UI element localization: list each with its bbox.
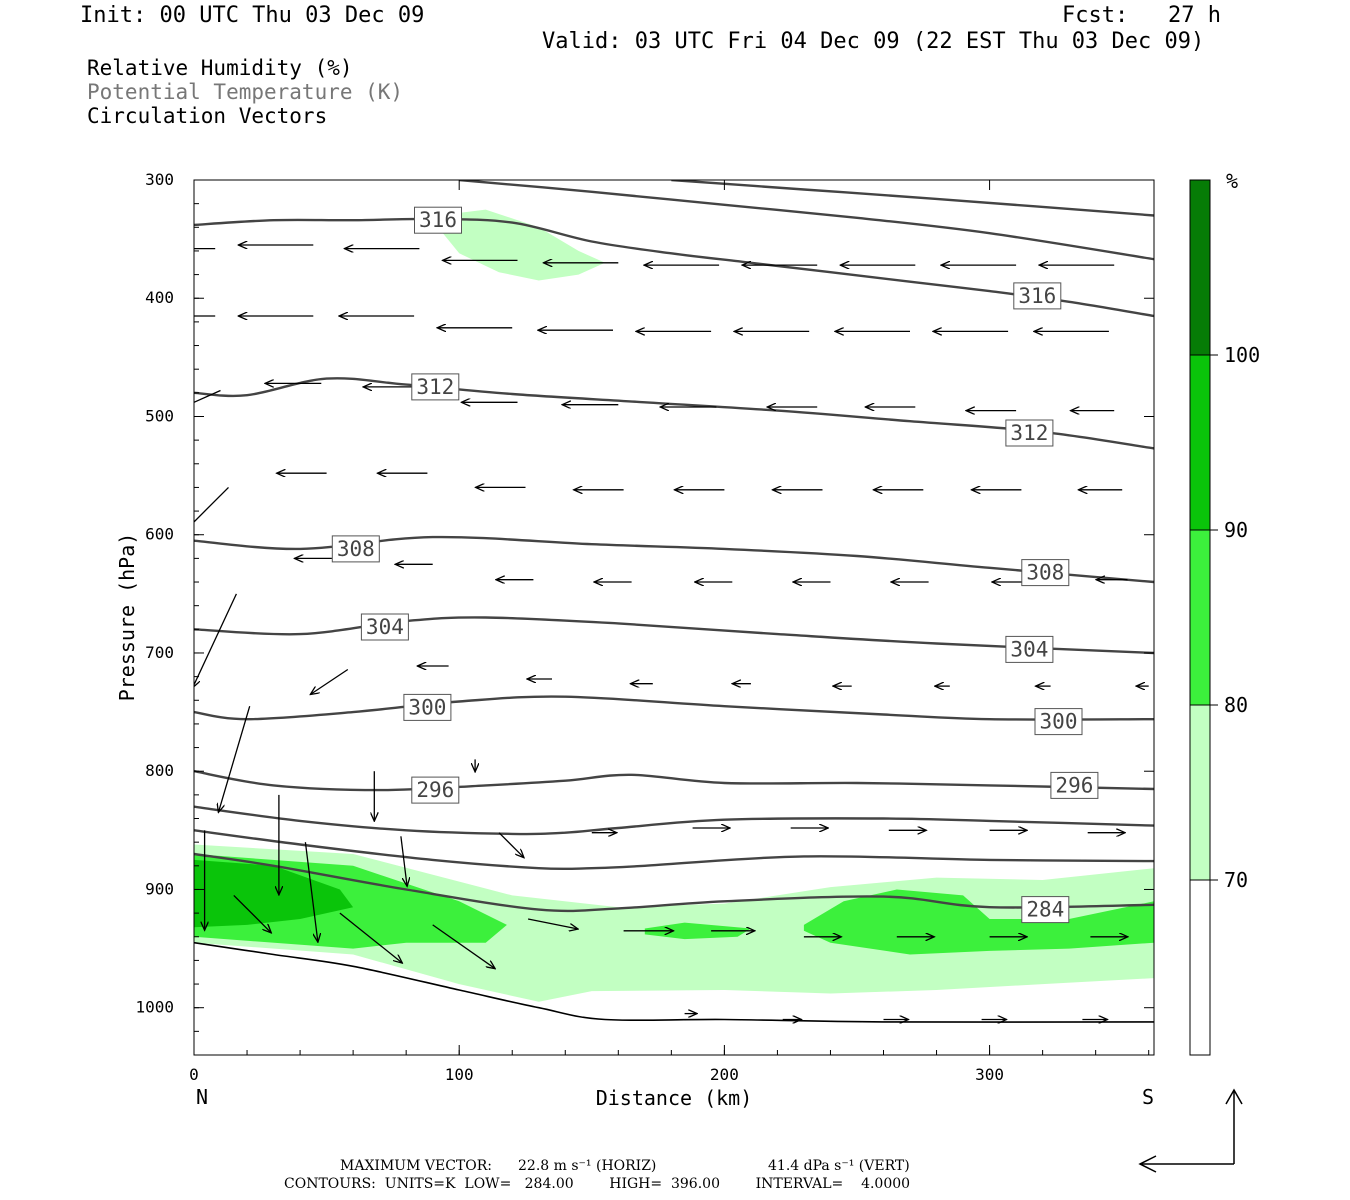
contour-label-296: 296 [1055, 773, 1093, 797]
contour-label-308: 308 [337, 537, 375, 561]
circulation-vector [194, 593, 237, 688]
colorbar-swatch [1190, 880, 1210, 1055]
colorbar-swatch [1190, 180, 1210, 355]
max-vector-horiz: 22.8 m s⁻¹ (HORIZ) [518, 1158, 657, 1174]
theta-contour-284 [194, 852, 1154, 913]
contour-label-284: 284 [1026, 898, 1064, 922]
contour-info: CONTOURS: UNITS=K LOW= 284.00 HIGH= 396.… [284, 1176, 911, 1192]
colorbar-frame [1189, 179, 1211, 1056]
colorbar-level-label: 90 [1224, 518, 1248, 542]
colorbar-level-label: 100 [1224, 343, 1260, 367]
circulation-vector [194, 486, 229, 523]
y-tick-label: 700 [145, 643, 174, 662]
contour-label-box [1005, 635, 1054, 663]
contour-label-box [1021, 896, 1070, 924]
circulation-vector [310, 668, 349, 695]
contour-label-box [1050, 771, 1099, 799]
y-tick-label: 900 [145, 879, 174, 898]
contour-label-box [1005, 419, 1054, 447]
contour-labels: 316 316 312 312 308 308 304 304 300 300 296 296 284 [331, 206, 1099, 924]
circulation-vector [400, 836, 407, 886]
x-tick-label: 0 [189, 1065, 199, 1084]
x-tick-label: 100 [445, 1065, 474, 1084]
y-tick-label: 600 [145, 525, 174, 544]
contour-label-300: 300 [1040, 710, 1078, 734]
circulation-vectors [194, 245, 1149, 1020]
y-tick-label: 800 [145, 761, 174, 780]
contour-label-box [1013, 282, 1062, 310]
contour-label-300: 300 [408, 695, 446, 719]
circulation-vector [339, 912, 403, 963]
contour-label-box [331, 535, 380, 563]
circulation-vector [527, 918, 578, 929]
theta-contour-316 [194, 217, 1154, 318]
contour-label-316: 316 [419, 208, 457, 232]
contour-label-304: 304 [1010, 637, 1048, 661]
x-tick-label: 300 [975, 1065, 1004, 1084]
theta-contours [194, 180, 1154, 1023]
colorbar-swatch [1190, 355, 1210, 530]
theta-contour-304 [194, 616, 1154, 655]
x-left-end-label: N [196, 1085, 208, 1109]
circulation-vector [432, 924, 496, 969]
y-tick-label: 400 [145, 288, 174, 307]
contour-label-312: 312 [1010, 421, 1048, 445]
contour-label-box [1034, 708, 1083, 736]
theta-contour-288 [194, 829, 1154, 871]
max-vector-vert: 41.4 dPa s⁻¹ (VERT) [768, 1158, 910, 1174]
rh-shading [194, 209, 1154, 1002]
plot-frame [193, 179, 1155, 1056]
circulation-vector [304, 842, 318, 942]
colorbar-level-label: 70 [1224, 868, 1248, 892]
contour-label-box [411, 373, 460, 401]
forecast-hour: Fcst: 27 h [1062, 3, 1221, 28]
circulation-vector [194, 389, 221, 403]
init-time: Init: 00 UTC Thu 03 Dec 09 [80, 3, 425, 28]
colorbar-swatch [1190, 705, 1210, 880]
theta-contour-300 [194, 695, 1154, 721]
rh-region-90 [644, 922, 751, 940]
theta-contour-292 [194, 805, 1154, 836]
colorbar-unit: % [1226, 169, 1238, 193]
theta-contour-308 [194, 535, 1154, 584]
contour-label-box [360, 613, 409, 641]
y-tick-label: 300 [145, 170, 174, 189]
circulation-vector [233, 894, 271, 933]
reference-vector [1138, 1088, 1243, 1173]
y-tick-label: 1000 [135, 998, 174, 1017]
contour-label-box [1021, 559, 1070, 587]
contour-label-304: 304 [366, 615, 404, 639]
contour-label-box [403, 693, 452, 721]
legend-theta: Potential Temperature (K) [87, 80, 404, 104]
contour-label-box [411, 776, 460, 804]
valid-time: Valid: 03 UTC Fri 04 Dec 09 (22 EST Thu … [542, 29, 1205, 54]
contour-label-316: 316 [1018, 284, 1056, 308]
y-axis-label: Pressure (hPa) [115, 533, 139, 702]
axes: 0 100 200 300 300 400 500 600 700 800 900 1000 [135, 170, 1154, 1084]
contour-label-296: 296 [416, 778, 454, 802]
theta-contour-296 [194, 770, 1154, 792]
max-vector-label: MAXIMUM VECTOR: [340, 1158, 492, 1174]
x-axis-label: Distance (km) [596, 1086, 753, 1110]
legend-vectors: Circulation Vectors [87, 104, 328, 128]
contour-label-312: 312 [416, 375, 454, 399]
x-right-end-label: S [1142, 1085, 1154, 1109]
theta-contour-280 [194, 941, 1154, 1023]
x-tick-label: 200 [710, 1065, 739, 1084]
circulation-vector [218, 706, 251, 812]
contour-label-308: 308 [1026, 561, 1064, 585]
legend-rh: Relative Humidity (%) [87, 56, 353, 80]
colorbar-level-label: 80 [1224, 693, 1248, 717]
theta-contour-312 [194, 377, 1154, 450]
theta-contour-324 [671, 180, 1154, 217]
rh-region-90 [803, 889, 1154, 955]
contour-label-box [414, 206, 462, 234]
rh-region-80 [194, 844, 1154, 1002]
theta-contour-320 [459, 180, 1154, 261]
colorbar-swatch [1190, 530, 1210, 705]
colorbar: 70 80 90 100 [1189, 179, 1260, 1056]
y-tick-label: 500 [145, 406, 174, 425]
circulation-vector [498, 832, 524, 858]
